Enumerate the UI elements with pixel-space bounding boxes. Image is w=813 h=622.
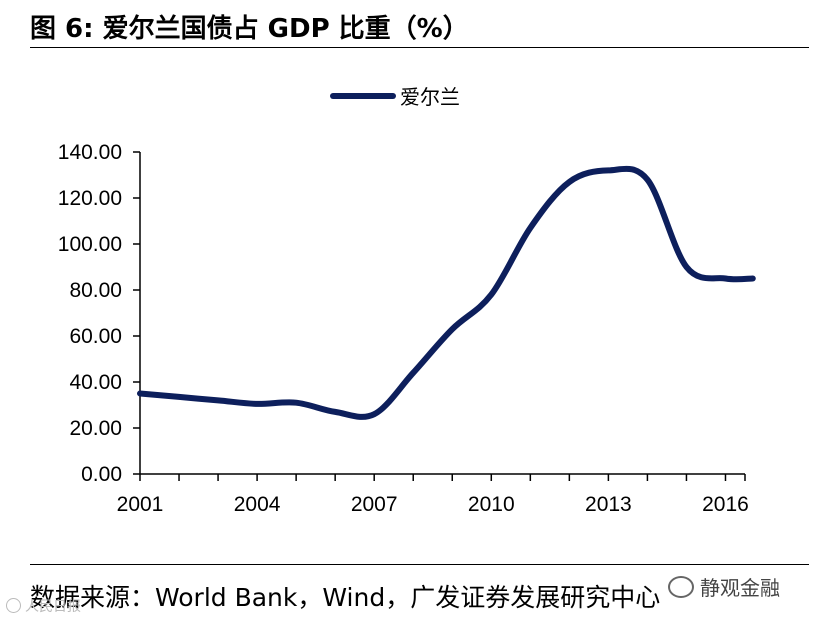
line-chart: 爱尔兰 0.00 20.00 40.00 60.00 80.00 100.00 120.00… xyxy=(58,86,756,516)
stamp-text: 人民日报 xyxy=(25,599,81,615)
watermark-text: 静观金融 xyxy=(700,576,780,600)
title-divider xyxy=(30,47,809,48)
stamp: 人民日报 xyxy=(6,596,81,616)
legend-label: 爱尔兰 xyxy=(400,86,460,109)
y-tick-label: 100.00 xyxy=(58,233,122,256)
x-tick-label: 2001 xyxy=(117,493,164,516)
y-tick-label: 80.00 xyxy=(69,279,122,302)
series-line-0 xyxy=(137,165,756,420)
wechat-icon xyxy=(668,576,694,598)
x-tick-label: 2010 xyxy=(468,493,515,516)
source-note: 数据来源：World Bank，Wind，广发证券发展研究中心 xyxy=(30,583,661,612)
legend: 爱尔兰 xyxy=(330,86,460,109)
x-tick-label: 2004 xyxy=(234,493,281,516)
watermark: 静观金融 xyxy=(668,572,780,601)
y-tick-label: 40.00 xyxy=(69,371,122,394)
x-tick-label: 2007 xyxy=(351,493,398,516)
figure-title: 图 6: 爱尔兰国债占 GDP 比重（%） xyxy=(30,14,469,44)
y-tick-label: 20.00 xyxy=(69,417,122,440)
copyright-icon xyxy=(6,598,21,613)
y-tick-label: 120.00 xyxy=(58,187,122,210)
source-divider xyxy=(30,564,809,565)
y-tick-label: 140.00 xyxy=(58,141,122,164)
x-tick-label: 2016 xyxy=(702,493,749,516)
y-tick-label: 60.00 xyxy=(69,325,122,348)
x-tick-label: 2013 xyxy=(585,493,632,516)
y-tick-label: 0.00 xyxy=(81,463,122,486)
